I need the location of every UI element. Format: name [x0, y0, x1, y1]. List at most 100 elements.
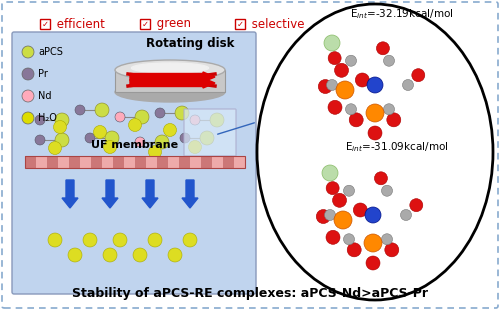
- Circle shape: [382, 185, 392, 196]
- Circle shape: [344, 185, 354, 196]
- FancyBboxPatch shape: [12, 32, 256, 294]
- Circle shape: [385, 243, 399, 257]
- Text: E$_{int}$=-32.19kcal/mol: E$_{int}$=-32.19kcal/mol: [350, 7, 454, 21]
- Bar: [102, 156, 113, 168]
- Circle shape: [328, 52, 341, 64]
- Circle shape: [22, 46, 34, 58]
- Bar: [80, 156, 91, 168]
- Ellipse shape: [132, 63, 208, 73]
- Circle shape: [344, 234, 354, 245]
- Text: UF membrane: UF membrane: [92, 140, 178, 150]
- FancyArrow shape: [142, 180, 158, 208]
- Circle shape: [190, 115, 200, 125]
- Circle shape: [168, 248, 182, 262]
- Bar: [69, 156, 80, 168]
- FancyBboxPatch shape: [2, 2, 498, 308]
- FancyArrow shape: [62, 180, 78, 208]
- Bar: [168, 156, 179, 168]
- Circle shape: [410, 199, 423, 212]
- Circle shape: [364, 234, 382, 252]
- Bar: [36, 156, 47, 168]
- Text: Pr: Pr: [38, 69, 48, 79]
- Circle shape: [316, 210, 330, 224]
- Circle shape: [113, 233, 127, 247]
- Circle shape: [95, 103, 109, 117]
- Circle shape: [155, 108, 165, 118]
- Circle shape: [83, 233, 97, 247]
- Bar: [58, 156, 69, 168]
- Circle shape: [374, 172, 388, 185]
- Circle shape: [365, 207, 381, 223]
- Text: efficient: efficient: [53, 17, 105, 30]
- Circle shape: [48, 141, 62, 154]
- Circle shape: [402, 79, 413, 91]
- Circle shape: [135, 137, 145, 147]
- Circle shape: [332, 193, 346, 207]
- FancyArrow shape: [102, 180, 118, 208]
- Circle shape: [85, 133, 95, 143]
- Text: Nd: Nd: [38, 91, 52, 101]
- Circle shape: [55, 133, 69, 147]
- Text: ✓: ✓: [142, 20, 148, 29]
- FancyArrow shape: [130, 78, 215, 88]
- Circle shape: [175, 106, 189, 120]
- Bar: [113, 156, 124, 168]
- Circle shape: [366, 104, 384, 122]
- Bar: [212, 156, 223, 168]
- Circle shape: [334, 63, 348, 77]
- Bar: [91, 156, 102, 168]
- Text: Rotating disk: Rotating disk: [146, 37, 234, 50]
- Circle shape: [180, 133, 190, 143]
- Circle shape: [68, 248, 82, 262]
- Circle shape: [105, 131, 119, 145]
- Circle shape: [48, 233, 62, 247]
- Circle shape: [349, 113, 363, 127]
- Circle shape: [155, 135, 169, 149]
- Circle shape: [115, 112, 125, 122]
- Circle shape: [382, 234, 392, 245]
- Circle shape: [367, 77, 383, 93]
- Circle shape: [22, 90, 34, 102]
- Circle shape: [368, 126, 382, 140]
- Circle shape: [318, 80, 332, 94]
- Circle shape: [54, 121, 66, 134]
- Text: H₂O: H₂O: [38, 113, 57, 123]
- Circle shape: [346, 104, 356, 115]
- Circle shape: [103, 248, 117, 262]
- Circle shape: [22, 68, 34, 80]
- Text: E$_{int}$=-31.09kcal/mol: E$_{int}$=-31.09kcal/mol: [345, 140, 449, 154]
- Circle shape: [210, 113, 224, 127]
- Circle shape: [35, 135, 45, 145]
- Circle shape: [366, 256, 380, 270]
- Circle shape: [376, 42, 390, 55]
- Circle shape: [324, 35, 340, 51]
- Circle shape: [55, 113, 69, 127]
- Circle shape: [354, 203, 368, 217]
- Bar: [190, 156, 201, 168]
- Circle shape: [336, 81, 354, 99]
- Ellipse shape: [115, 82, 225, 102]
- Circle shape: [188, 140, 202, 153]
- Circle shape: [347, 243, 361, 257]
- Text: green: green: [153, 17, 191, 30]
- Circle shape: [384, 104, 394, 115]
- Circle shape: [322, 165, 338, 181]
- Bar: [234, 156, 245, 168]
- Circle shape: [326, 79, 338, 91]
- Circle shape: [400, 210, 411, 220]
- Circle shape: [164, 123, 176, 136]
- Circle shape: [22, 112, 34, 124]
- Bar: [157, 156, 168, 168]
- Bar: [179, 156, 190, 168]
- Circle shape: [148, 145, 162, 158]
- Ellipse shape: [257, 4, 493, 300]
- Circle shape: [128, 118, 141, 131]
- Bar: [115, 70, 225, 92]
- Circle shape: [356, 73, 370, 87]
- Circle shape: [387, 113, 401, 127]
- Circle shape: [324, 210, 336, 220]
- Bar: [135, 156, 146, 168]
- Circle shape: [328, 100, 342, 114]
- Circle shape: [135, 110, 149, 124]
- Circle shape: [326, 182, 339, 195]
